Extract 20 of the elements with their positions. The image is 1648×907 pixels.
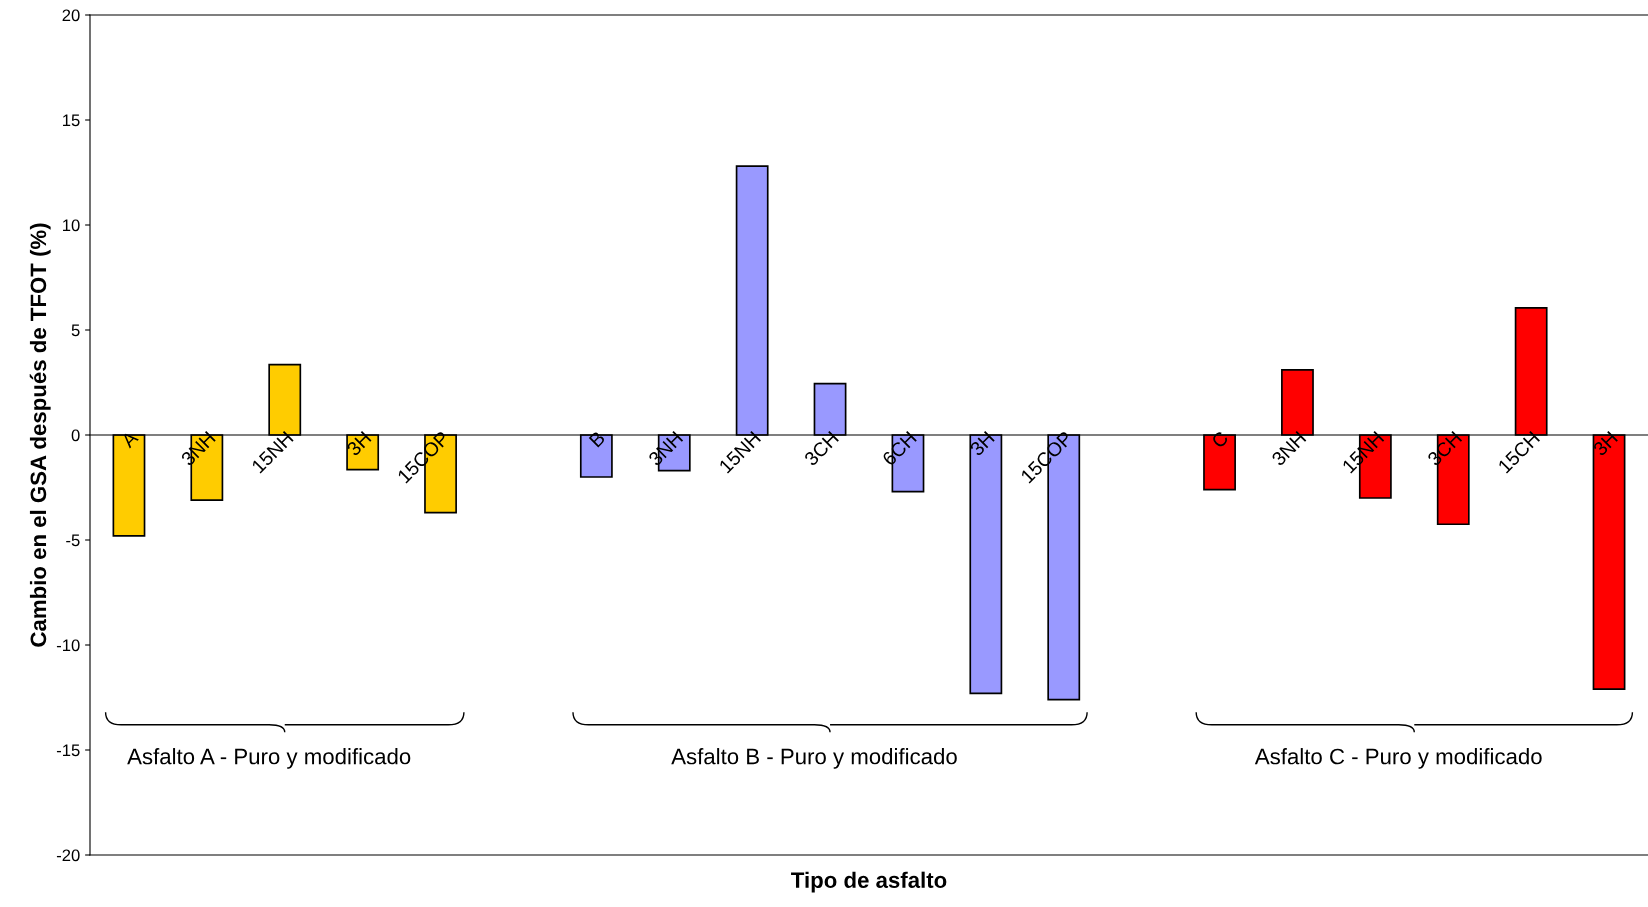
- y-tick-label: -5: [66, 534, 80, 547]
- x-tick-label: C: [1210, 430, 1230, 449]
- y-tick-label: 5: [71, 324, 80, 337]
- annotation: Asfalto C - Puro y modificado: [1254, 748, 1542, 769]
- x-tick-label: B: [588, 430, 606, 448]
- y-tick-label: 10: [63, 219, 80, 232]
- x-tick-label: 3H: [969, 430, 995, 457]
- x-axis-title: Tipo de asfalto: [791, 871, 947, 893]
- x-tick-label: 3H: [1592, 430, 1619, 457]
- y-tick-label: -10: [56, 639, 80, 652]
- annotation: Asfalto B - Puro y modificado: [671, 748, 957, 769]
- y-tick-label: -20: [56, 849, 80, 862]
- y-tick-label: -15: [56, 744, 80, 757]
- y-tick-label: 15: [63, 114, 80, 127]
- y-axis-title: Cambio en el GSA después de TFOT (%): [29, 223, 51, 647]
- x-tick-label: 3H: [345, 430, 372, 457]
- x-tick-label: A: [120, 429, 139, 449]
- y-tick-label: 20: [62, 9, 80, 22]
- y-tick-label: 0: [71, 429, 80, 442]
- annotation: Asfalto A - Puro y modificado: [127, 748, 411, 769]
